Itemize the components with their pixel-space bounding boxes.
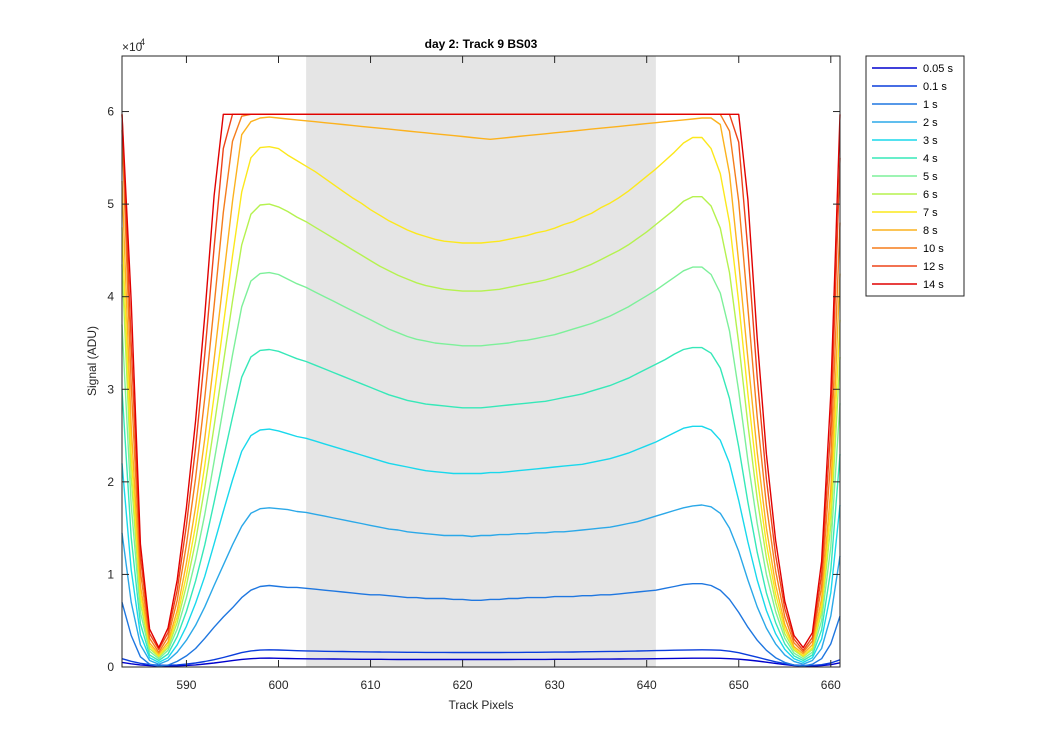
x-axis-label: Track Pixels <box>449 698 514 712</box>
y-exponent-base: ×10 <box>122 40 143 54</box>
y-tick-label: 6 <box>107 105 114 119</box>
legend-items: 0.05 s 0.1 s 1 s 2 s 3 s 4 s 5 s 6 s 7 s 8 s 10 s 1… <box>872 63 953 291</box>
plot-area <box>122 56 840 667</box>
y-exponent-power: 4 <box>140 37 145 47</box>
legend-entry-label: 6 s <box>923 189 938 201</box>
x-axis: 590 600 610 620 630 640 650 660 <box>176 56 841 692</box>
series-line-7-s <box>121 136 841 657</box>
legend-entry-label: 10 s <box>923 243 944 255</box>
x-tick-label: 590 <box>176 678 196 692</box>
x-tick-label: 630 <box>545 678 565 692</box>
series-line-14-s <box>121 113 841 649</box>
y-tick-label: 0 <box>107 660 114 674</box>
legend-entry-label: 14 s <box>923 279 944 291</box>
legend-entry-label: 12 s <box>923 261 944 273</box>
legend-entry-label: 0.1 s <box>923 81 947 93</box>
y-tick-label: 1 <box>107 567 114 581</box>
legend-entry-label: 4 s <box>923 153 938 165</box>
series-line-3-s <box>121 425 841 664</box>
y-tick-label: 2 <box>107 475 114 489</box>
chart-title: day 2: Track 9 BS03 <box>425 37 538 51</box>
series-line-6-s <box>121 195 841 658</box>
legend-entry-label: 0.05 s <box>923 63 953 75</box>
x-tick-label: 660 <box>821 678 841 692</box>
axes-box <box>121 55 841 668</box>
series-line-8-s <box>121 116 841 655</box>
series-line-2-s <box>121 504 841 665</box>
y-exponent: ×10 4 <box>122 37 145 54</box>
x-tick-label: 610 <box>361 678 381 692</box>
x-tick-label: 640 <box>637 678 657 692</box>
series-line-5-s <box>121 266 841 660</box>
y-axis: 0 1 2 3 4 5 6 <box>107 105 840 674</box>
y-tick-label: 4 <box>107 290 114 304</box>
shaded-region <box>306 56 656 667</box>
y-tick-label: 3 <box>107 382 114 396</box>
series-line-0-05-s <box>121 657 841 667</box>
legend-entry-label: 5 s <box>923 171 938 183</box>
series-line-4-s <box>121 346 841 662</box>
x-tick-label: 650 <box>729 678 749 692</box>
y-axis-label: Signal (ADU) <box>85 326 99 396</box>
x-tick-label: 620 <box>453 678 473 692</box>
series-line-0-1-s <box>121 649 841 667</box>
legend-entry-label: 7 s <box>923 207 938 219</box>
series-line-1-s <box>121 583 841 667</box>
series-layer <box>121 113 841 667</box>
legend-entry-label: 3 s <box>923 135 938 147</box>
legend-entry-label: 1 s <box>923 99 938 111</box>
y-tick-label: 5 <box>107 197 114 211</box>
x-tick-label: 600 <box>268 678 288 692</box>
legend[interactable]: 0.05 s 0.1 s 1 s 2 s 3 s 4 s 5 s 6 s 7 s 8 s 10 s 1… <box>865 55 965 297</box>
legend-entry-label: 8 s <box>923 225 938 237</box>
legend-entry-label: 2 s <box>923 117 938 129</box>
